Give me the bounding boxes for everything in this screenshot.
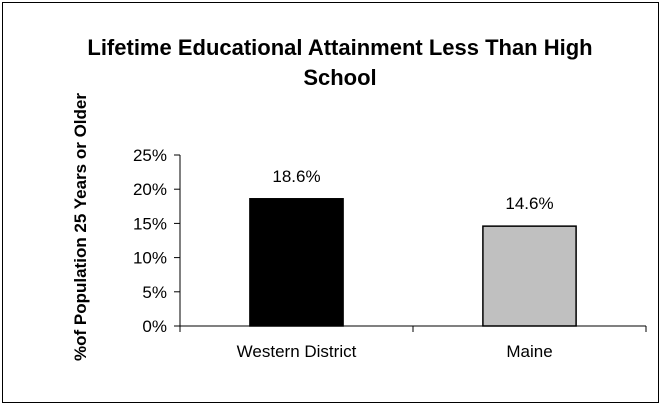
y-tick-label: 25% [133,146,167,165]
bar-maine [482,225,577,327]
data-label: 14.6% [505,194,553,213]
data-label: 18.6% [272,167,320,186]
y-tick-label: 15% [133,214,167,233]
y-tick-label: 10% [133,249,167,268]
y-tick-label: 0% [142,317,167,336]
chart-title: Lifetime Educational Attainment Less Tha… [87,35,593,90]
y-tick-label: 20% [133,180,167,199]
x-category-label: Maine [506,342,552,361]
bar-western-district [249,198,344,327]
x-category-label: Western District [237,342,357,361]
y-tick-label: 5% [142,283,167,302]
